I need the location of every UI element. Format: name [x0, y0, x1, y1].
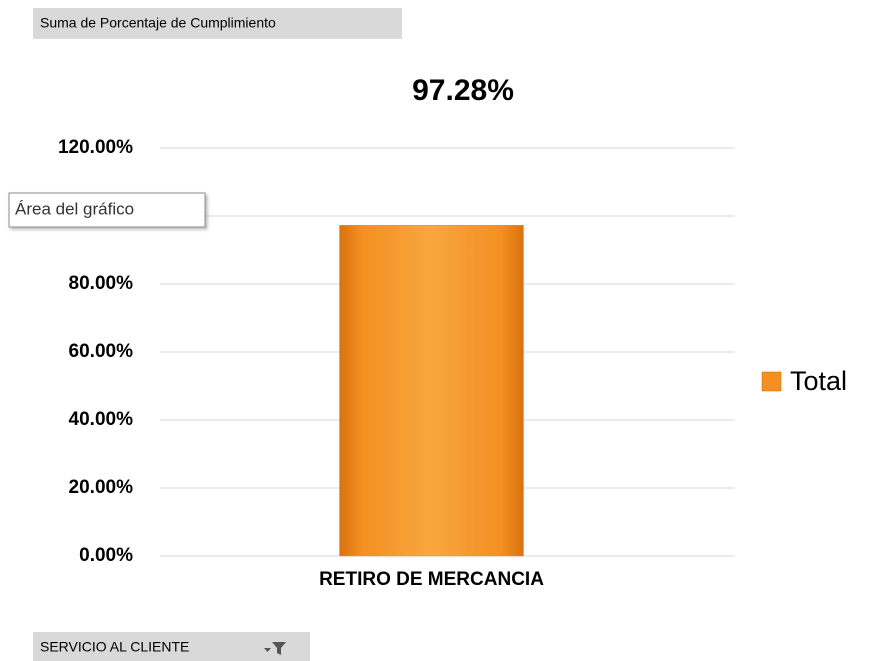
- bar: [339, 224, 524, 557]
- y-tick-label: 0.00%: [79, 545, 133, 566]
- pivot-filter-button[interactable]: SERVICIO AL CLIENTE: [33, 632, 310, 661]
- x-tick-label: RETIRO DE MERCANCIA: [319, 569, 544, 590]
- y-tick-label: 40.00%: [69, 409, 134, 430]
- legend-label: Total: [790, 366, 847, 396]
- tooltip-text: Área del gráfico: [15, 199, 134, 218]
- y-tick-label: 120.00%: [58, 137, 133, 158]
- filter-icon: [264, 642, 286, 655]
- pivot-field-label: Suma de Porcentaje de Cumplimiento: [40, 15, 276, 31]
- chart-title: 97.28%: [412, 74, 514, 107]
- legend-swatch: [761, 371, 782, 392]
- y-tick-label: 60.00%: [69, 341, 134, 362]
- pivot-field-button[interactable]: Suma de Porcentaje de Cumplimiento: [33, 8, 402, 39]
- y-tick-label: 20.00%: [69, 477, 134, 498]
- y-tick-label: 80.00%: [69, 273, 134, 294]
- pivot-filter-label: SERVICIO AL CLIENTE: [40, 639, 189, 655]
- plot-area: 0.00%20.00%40.00%60.00%80.00%100.00%120.…: [58, 137, 847, 590]
- tooltip: Área del gráfico: [8, 192, 206, 228]
